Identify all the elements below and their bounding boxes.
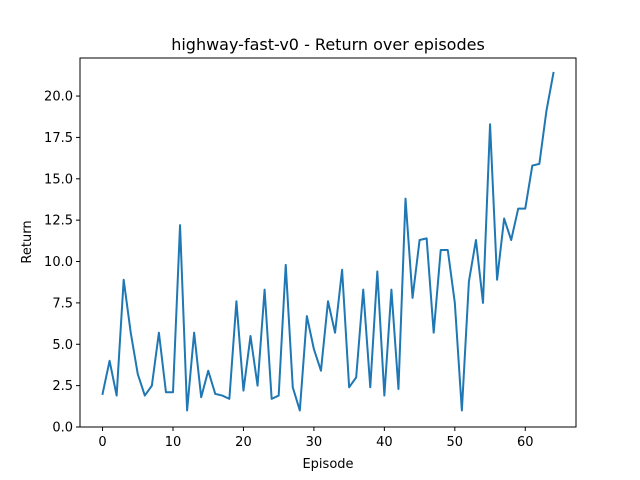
y-tick-label: 7.5 [52, 296, 73, 311]
y-tick-label: 5.0 [52, 338, 73, 353]
x-tick-label: 50 [447, 435, 464, 450]
x-tick-label: 0 [98, 435, 106, 450]
y-tick-label: 17.5 [44, 131, 73, 146]
axes-frame [79, 57, 577, 428]
y-tick-label: 15.0 [44, 172, 73, 187]
chart-title: highway-fast-v0 - Return over episodes [171, 35, 485, 54]
x-tick-label: 30 [306, 435, 323, 450]
series-line-0 [101, 71, 555, 412]
plot-area: 0 10 20 30 40 50 60 0.0 2.5 5.0 7.5 10.0 12.5 15.0 17.… [44, 57, 577, 450]
x-tick-label: 40 [376, 435, 393, 450]
x-tick-label: 60 [517, 435, 534, 450]
y-tick-label: 2.5 [52, 379, 73, 394]
y-axis-label: Return [20, 220, 35, 263]
y-tick-label: 0.0 [52, 421, 73, 436]
x-axis-label: Episode [302, 457, 353, 472]
y-tick-label: 12.5 [44, 214, 73, 229]
x-tick-label: 10 [165, 435, 182, 450]
x-tick-label: 20 [235, 435, 252, 450]
y-tick-label: 20.0 [44, 90, 73, 105]
y-tick-label: 10.0 [44, 255, 73, 270]
